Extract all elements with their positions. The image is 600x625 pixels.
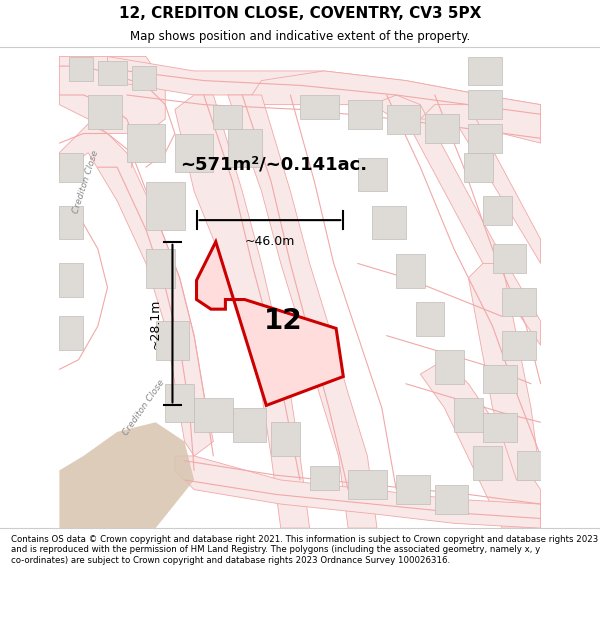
Text: Contains OS data © Crown copyright and database right 2021. This information is : Contains OS data © Crown copyright and d… xyxy=(11,535,598,565)
Polygon shape xyxy=(194,398,233,432)
Polygon shape xyxy=(358,158,386,191)
Polygon shape xyxy=(517,451,541,480)
Polygon shape xyxy=(435,485,469,514)
Polygon shape xyxy=(228,95,377,528)
Polygon shape xyxy=(233,408,266,441)
Polygon shape xyxy=(271,422,300,456)
Polygon shape xyxy=(88,95,122,129)
Polygon shape xyxy=(372,206,406,239)
Polygon shape xyxy=(98,61,127,86)
Polygon shape xyxy=(228,129,262,167)
Polygon shape xyxy=(175,456,541,528)
Polygon shape xyxy=(483,196,512,225)
Polygon shape xyxy=(107,56,541,129)
Text: ~46.0m: ~46.0m xyxy=(245,235,295,248)
Polygon shape xyxy=(473,446,502,480)
Polygon shape xyxy=(502,288,536,316)
Polygon shape xyxy=(386,104,421,134)
Text: Map shows position and indicative extent of the property.: Map shows position and indicative extent… xyxy=(130,30,470,43)
Polygon shape xyxy=(469,56,502,86)
Polygon shape xyxy=(175,95,310,528)
Polygon shape xyxy=(131,66,155,90)
Polygon shape xyxy=(502,331,536,359)
Polygon shape xyxy=(348,471,386,499)
Polygon shape xyxy=(483,412,517,441)
Text: Crediton Close: Crediton Close xyxy=(71,149,100,214)
Polygon shape xyxy=(214,104,242,129)
Polygon shape xyxy=(59,316,83,350)
Text: 12, CREDITON CLOSE, COVENTRY, CV3 5PX: 12, CREDITON CLOSE, COVENTRY, CV3 5PX xyxy=(119,6,481,21)
Polygon shape xyxy=(59,422,194,528)
Polygon shape xyxy=(252,71,541,143)
Polygon shape xyxy=(59,264,83,297)
Polygon shape xyxy=(469,264,541,480)
Polygon shape xyxy=(59,124,214,456)
Polygon shape xyxy=(396,475,430,504)
Polygon shape xyxy=(396,254,425,288)
Polygon shape xyxy=(421,359,541,528)
Text: Crediton Close: Crediton Close xyxy=(121,378,166,438)
Polygon shape xyxy=(415,302,445,336)
Polygon shape xyxy=(175,134,214,172)
Polygon shape xyxy=(483,364,517,393)
Polygon shape xyxy=(469,124,502,152)
Polygon shape xyxy=(146,182,185,230)
Polygon shape xyxy=(155,321,190,359)
Polygon shape xyxy=(469,90,502,119)
Polygon shape xyxy=(59,152,83,182)
Polygon shape xyxy=(146,249,175,288)
Polygon shape xyxy=(348,100,382,129)
Polygon shape xyxy=(165,384,194,423)
Polygon shape xyxy=(69,56,93,81)
Polygon shape xyxy=(372,95,541,345)
Polygon shape xyxy=(310,466,338,489)
Polygon shape xyxy=(425,114,459,143)
Polygon shape xyxy=(454,398,483,432)
Text: ~28.1m: ~28.1m xyxy=(149,298,162,349)
Polygon shape xyxy=(300,95,338,119)
Polygon shape xyxy=(59,206,83,239)
Text: 12: 12 xyxy=(264,307,302,335)
Polygon shape xyxy=(197,242,343,406)
Polygon shape xyxy=(59,56,165,134)
Text: ~571m²/~0.141ac.: ~571m²/~0.141ac. xyxy=(180,156,367,174)
Polygon shape xyxy=(435,350,464,384)
Polygon shape xyxy=(421,104,541,264)
Polygon shape xyxy=(464,152,493,182)
Polygon shape xyxy=(127,124,165,162)
Polygon shape xyxy=(493,244,526,273)
